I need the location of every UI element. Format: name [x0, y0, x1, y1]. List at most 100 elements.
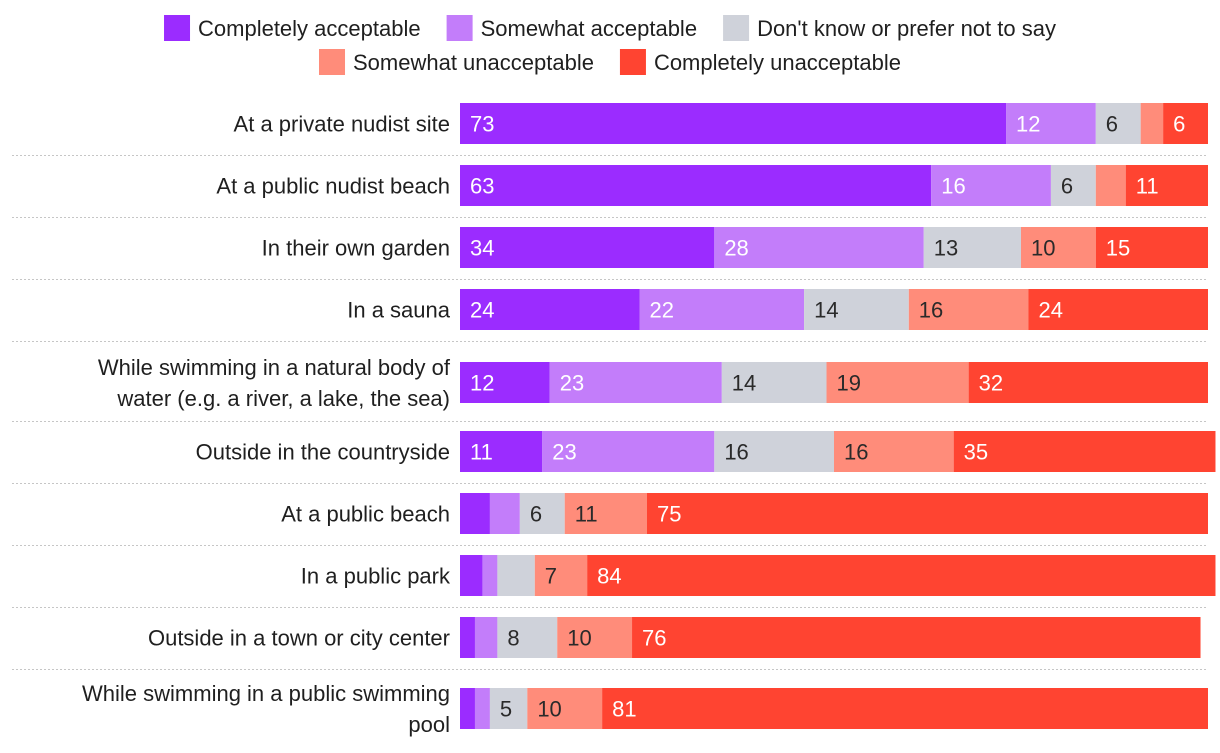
data-label-completely-acceptable: 24 [470, 298, 494, 323]
data-label-somewhat-unacceptable: 10 [567, 626, 591, 651]
bar-row-at-a-private-nudist-site: 73 12 6 6 [460, 103, 1208, 144]
bar-segment-completely-acceptable [460, 617, 475, 658]
bar-segment-completely-acceptable [460, 493, 490, 534]
category-label-line: In a sauna [347, 298, 451, 323]
data-label-don-t-know-or-prefer-not-to-say: 16 [724, 440, 748, 465]
bar-segment-completely-acceptable [460, 431, 543, 472]
bar-segment-don-t-know-or-prefer-not-to-say [497, 617, 558, 658]
legend-label-completely-unacceptable: Completely unacceptable [654, 50, 901, 75]
data-label-completely-acceptable: 11 [470, 440, 493, 465]
data-label-completely-unacceptable: 81 [612, 697, 636, 722]
legend-label-somewhat-unacceptable: Somewhat unacceptable [353, 50, 594, 75]
data-label-somewhat-unacceptable: 16 [919, 298, 943, 323]
bar-segment-somewhat-unacceptable [908, 289, 1029, 330]
category-label-at-a-public-nudist-beach: At a public nudist beach [216, 174, 450, 199]
bar-segment-don-t-know-or-prefer-not-to-say [804, 289, 909, 330]
legend-item-completely-unacceptable: Completely unacceptable [619, 49, 901, 75]
data-label-somewhat-acceptable: 28 [724, 236, 748, 261]
bar-segment-don-t-know-or-prefer-not-to-say [489, 688, 528, 729]
bar-segment-don-t-know-or-prefer-not-to-say [721, 362, 827, 403]
legend: Completely acceptable Somewhat acceptable… [164, 15, 1056, 75]
legend-swatch-don-t-know-or-prefer-not-to-say [723, 15, 750, 41]
bar-row-while-swimming-in-a-natural-body-of-water-e-g-a-river-a-lake-the-sea: 12 23 14 19 32 [460, 362, 1208, 403]
data-label-don-t-know-or-prefer-not-to-say: 5 [500, 697, 512, 722]
category-label-line: While swimming in a public swimming [82, 681, 450, 706]
bar-row-outside-in-a-town-or-city-center: 8 10 76 [460, 617, 1201, 658]
category-label-at-a-private-nudist-site: At a private nudist site [234, 112, 450, 137]
bar-segment-completely-acceptable [460, 165, 932, 206]
data-label-somewhat-unacceptable: 10 [537, 697, 561, 722]
category-label-line: At a private nudist site [234, 112, 450, 137]
category-label-while-swimming-in-a-public-swimming-pool: While swimming in a public swimming pool [82, 681, 450, 737]
bar-segment-somewhat-unacceptable [534, 555, 588, 596]
legend-item-somewhat-unacceptable: Somewhat unacceptable [319, 49, 594, 75]
legend-swatch-somewhat-acceptable [446, 15, 473, 41]
bar-segment-somewhat-unacceptable [564, 493, 647, 534]
data-label-somewhat-unacceptable: 11 [575, 502, 598, 527]
legend-item-don-t-know-or-prefer-not-to-say: Don't know or prefer not to say [723, 15, 1056, 41]
data-label-completely-unacceptable: 15 [1106, 236, 1130, 261]
bar-segment-somewhat-unacceptable [834, 431, 954, 472]
bar-row-in-a-public-park: 7 84 [460, 555, 1216, 596]
category-label-in-a-public-park: In a public park [301, 564, 451, 589]
data-label-don-t-know-or-prefer-not-to-say: 8 [507, 626, 519, 651]
bar-segment-completely-unacceptable [1095, 227, 1208, 268]
bar-segment-somewhat-unacceptable [557, 617, 633, 658]
bar-segment-don-t-know-or-prefer-not-to-say [497, 555, 535, 596]
bar-row-while-swimming-in-a-public-swimming-pool: 5 10 81 [460, 688, 1208, 729]
bar-row-in-their-own-garden: 34 28 13 10 15 [460, 227, 1208, 268]
data-label-completely-acceptable: 63 [470, 174, 494, 199]
bar-segment-completely-acceptable [460, 227, 715, 268]
bar-segment-somewhat-acceptable [931, 165, 1051, 206]
bar-segment-don-t-know-or-prefer-not-to-say [1050, 165, 1096, 206]
category-label-line: At a public nudist beach [216, 174, 450, 199]
legend-label-somewhat-acceptable: Somewhat acceptable [481, 16, 697, 41]
legend-label-don-t-know-or-prefer-not-to-say: Don't know or prefer not to say [757, 16, 1056, 41]
bar-segment-somewhat-acceptable [482, 555, 498, 596]
bar-segment-somewhat-acceptable [714, 227, 924, 268]
data-label-completely-unacceptable: 76 [642, 626, 666, 651]
bar-segment-completely-acceptable [460, 688, 475, 729]
data-label-completely-unacceptable: 84 [597, 564, 621, 589]
legend-swatch-completely-acceptable [164, 15, 191, 41]
category-label-in-a-sauna: In a sauna [347, 298, 451, 323]
category-label-line: In their own garden [262, 236, 450, 261]
bar-segment-completely-acceptable [460, 555, 483, 596]
bar-segment-somewhat-acceptable [474, 617, 498, 658]
data-label-don-t-know-or-prefer-not-to-say: 6 [1061, 174, 1073, 199]
bar-segment-completely-unacceptable [968, 362, 1208, 403]
bar-segment-somewhat-unacceptable [826, 362, 969, 403]
data-label-completely-unacceptable: 35 [964, 440, 988, 465]
category-label-line: In a public park [301, 564, 451, 589]
data-label-don-t-know-or-prefer-not-to-say: 13 [934, 236, 958, 261]
bar-segment-completely-unacceptable [1028, 289, 1208, 330]
bar-segment-somewhat-unacceptable [527, 688, 603, 729]
data-label-don-t-know-or-prefer-not-to-say: 6 [1106, 112, 1118, 137]
legend-item-somewhat-acceptable: Somewhat acceptable [446, 15, 697, 41]
bar-row-at-a-public-beach: 6 11 75 [460, 493, 1208, 534]
bar-segment-completely-unacceptable [1163, 103, 1208, 144]
data-label-somewhat-acceptable: 16 [941, 174, 965, 199]
data-label-completely-unacceptable: 11 [1136, 174, 1159, 199]
bar-segment-somewhat-unacceptable [1140, 103, 1164, 144]
data-label-somewhat-acceptable: 22 [650, 298, 674, 323]
bar-segment-don-t-know-or-prefer-not-to-say [714, 431, 834, 472]
data-label-somewhat-unacceptable: 7 [545, 564, 557, 589]
bar-segment-somewhat-acceptable [1006, 103, 1096, 144]
category-label-line: At a public beach [281, 502, 450, 527]
bar-segment-don-t-know-or-prefer-not-to-say [519, 493, 565, 534]
bar-segment-somewhat-acceptable [549, 362, 722, 403]
bar-segment-completely-acceptable [460, 289, 640, 330]
data-label-completely-unacceptable: 75 [657, 502, 681, 527]
category-label-outside-in-the-countryside: Outside in the countryside [196, 440, 450, 465]
category-label-at-a-public-beach: At a public beach [281, 502, 450, 527]
data-label-don-t-know-or-prefer-not-to-say: 14 [732, 371, 756, 396]
bar-segment-don-t-know-or-prefer-not-to-say [923, 227, 1021, 268]
data-label-completely-acceptable: 12 [470, 371, 494, 396]
category-label-in-their-own-garden: In their own garden [262, 236, 450, 261]
data-label-completely-unacceptable: 24 [1038, 298, 1062, 323]
category-label-line: While swimming in a natural body of [98, 355, 451, 380]
data-label-don-t-know-or-prefer-not-to-say: 14 [814, 298, 838, 323]
